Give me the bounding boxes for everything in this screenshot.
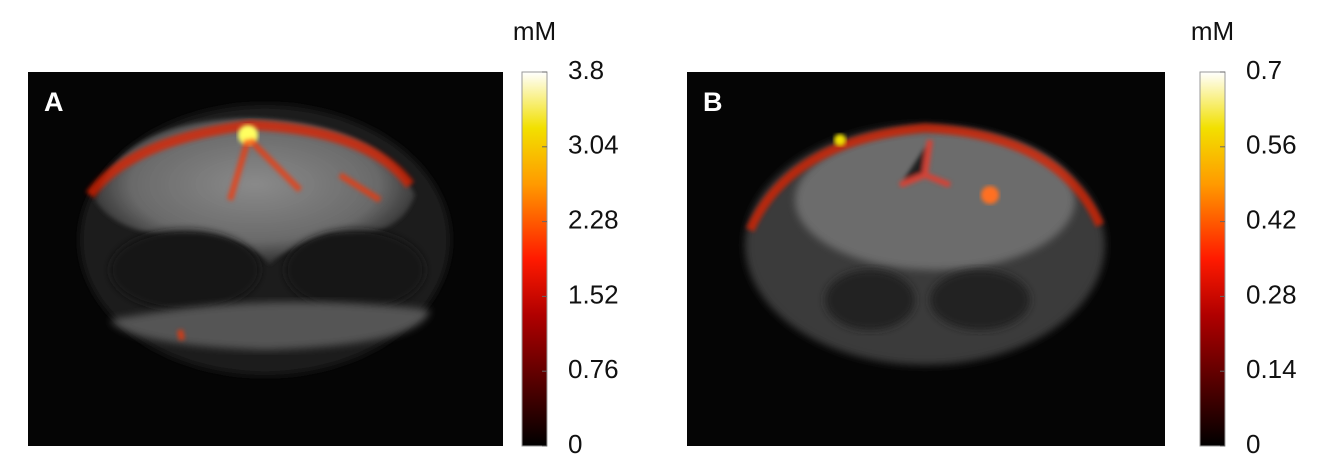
colorbar-tick-label: 0.14 bbox=[1246, 354, 1297, 384]
colorbar-tick-label: 0.42 bbox=[1246, 204, 1297, 234]
mri-image-b bbox=[687, 72, 1165, 446]
colorbar-tick-label: 0 bbox=[568, 429, 582, 459]
colorbar-tick-label: 3.8 bbox=[568, 55, 604, 85]
colorbar-title: mM bbox=[513, 16, 556, 46]
colorbar bbox=[521, 71, 548, 447]
colorbar-tick-label: 0.56 bbox=[1246, 130, 1297, 160]
colorbar-tick-label: 0.76 bbox=[568, 354, 619, 384]
panel-label: B bbox=[703, 87, 723, 117]
colorbar-tick-label: 0.28 bbox=[1246, 279, 1297, 309]
colorbar-title: mM bbox=[1191, 16, 1234, 46]
mri-image-a bbox=[28, 72, 503, 446]
colorbar-tick-label: 3.04 bbox=[568, 130, 619, 160]
colorbar-tick-label: 1.52 bbox=[568, 279, 619, 309]
colorbar-tick-label: 2.28 bbox=[568, 204, 619, 234]
colorbar bbox=[1199, 71, 1226, 447]
colorbar-tick-label: 0 bbox=[1246, 429, 1260, 459]
panel-label: A bbox=[44, 87, 64, 117]
colorbar-tick-label: 0.7 bbox=[1246, 55, 1282, 85]
